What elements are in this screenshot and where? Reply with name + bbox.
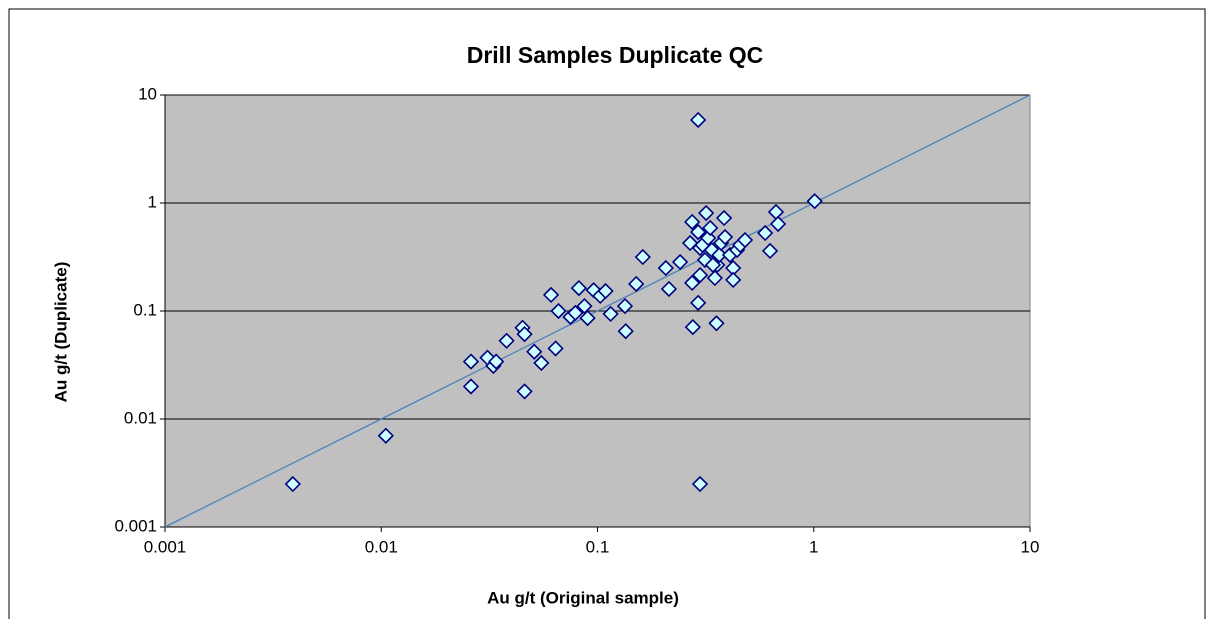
x-tick-label: 0.1 [586,537,610,556]
scatter-point [769,215,787,233]
scatter-point [579,309,596,327]
scatter-point [516,326,533,343]
scatter-point [462,353,480,370]
scatter-point [761,242,779,260]
scatter-point [602,305,619,323]
scatter-point [567,304,584,322]
y-tick-label: 1 [148,192,157,211]
scatter-point [690,223,707,241]
scatter-point [684,213,701,231]
scatter-point [547,340,564,357]
scatter-point [284,475,301,493]
y-tick-label: 0.01 [124,408,157,427]
x-tick-label: 0.01 [365,537,398,556]
scatter-point [576,297,593,315]
scatter-point [488,353,505,370]
y-tick-label: 0.1 [133,300,157,319]
scatter-point [377,427,394,444]
chart-border [8,8,1206,619]
scatter-point [671,253,689,271]
scatter-point [684,318,701,336]
y-tick-label: 0.001 [114,516,157,535]
chart-title: Drill Samples Duplicate QC [467,42,764,68]
scatter-point [736,231,754,249]
scatter-point [617,323,634,340]
scatter-point [628,275,645,293]
scatter-point [698,204,715,222]
scatter-point [684,274,701,292]
scatter-point [757,224,774,242]
scatter-point [660,280,678,298]
scatter-point [725,271,742,289]
reference-line [164,94,1031,528]
x-tick-label: 10 [1021,537,1040,556]
scatter-point [597,282,614,300]
x-tick-label: 0.001 [144,537,187,556]
scatter-point [570,279,587,297]
x-tick-label: 1 [809,537,818,556]
scatter-point [498,332,515,349]
scatter-point [716,228,734,246]
scatter-point [706,269,724,287]
scatter-point [657,259,674,277]
scatter-point [711,246,728,264]
scatter-point [634,248,651,266]
scatter-point [691,475,709,493]
x-axis-label: Au g/t (Original sample) [487,588,679,607]
scatter-point [702,219,719,237]
scatter-point [542,286,560,304]
scatter-point [715,209,733,227]
scatter-point [708,315,725,332]
scatter-point [533,354,550,372]
scatter-point [516,383,533,400]
scatter-point [691,266,709,284]
scatter-point [704,256,722,274]
scatter-point [690,294,707,311]
scatter-point [690,111,707,129]
scatter-point [806,193,823,210]
scatter-point [526,343,543,360]
scatter-point [550,302,567,320]
y-axis-label: Au g/t (Duplicate) [51,262,70,403]
scatter-point [462,378,480,395]
y-tick-label: 10 [138,84,157,103]
scatter-point [616,297,634,315]
